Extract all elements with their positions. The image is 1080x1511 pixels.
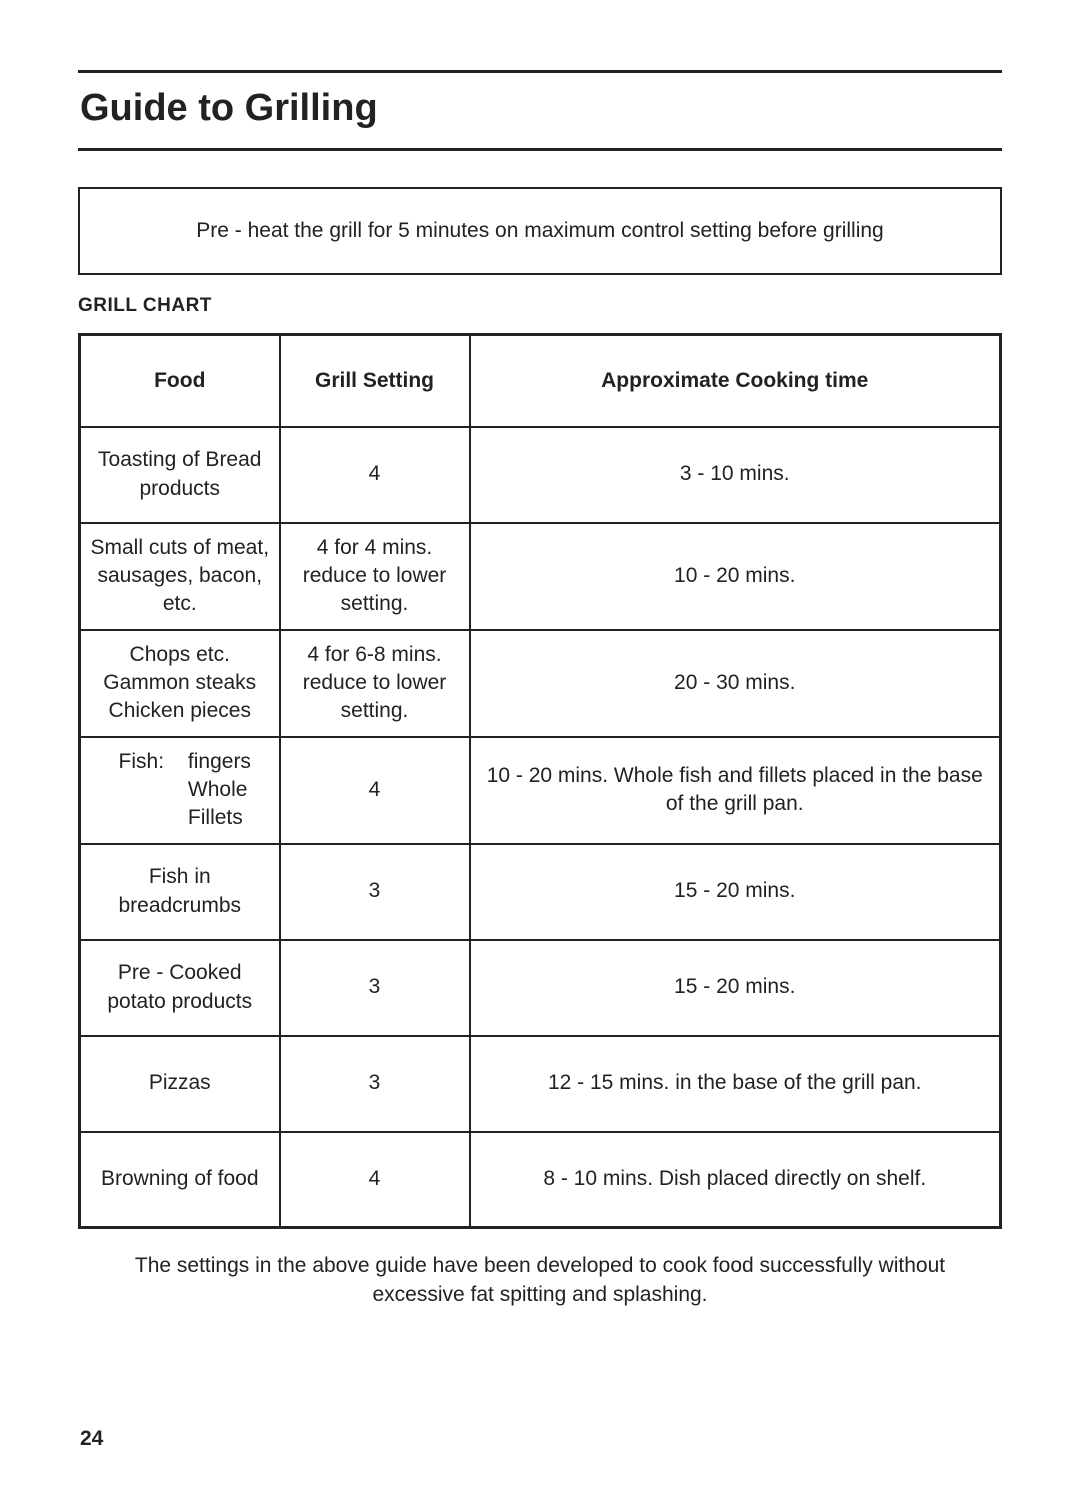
rule-bottom [78, 148, 1002, 151]
cell-food: Chops etc. Gammon steaks Chicken pieces [80, 630, 280, 737]
cell-time: 12 - 15 mins. in the base of the grill p… [470, 1036, 1001, 1132]
fish-label: Fish: [119, 748, 165, 776]
document-page: Guide to Grilling Pre - heat the grill f… [0, 0, 1080, 1511]
cell-food: Browning of food [80, 1132, 280, 1228]
preheat-note: Pre - heat the grill for 5 minutes on ma… [78, 187, 1002, 275]
cell-setting: 4 [280, 1132, 470, 1228]
cell-food: Toasting of Bread products [80, 427, 280, 523]
cell-setting: 4 for 6-8 mins. reduce to lower setting. [280, 630, 470, 737]
footnote: The settings in the above guide have bee… [78, 1251, 1002, 1310]
col-setting: Grill Setting [280, 335, 470, 427]
cell-food: Pizzas [80, 1036, 280, 1132]
fish-items: fingers Whole Fillets [188, 748, 251, 833]
cell-time: 15 - 20 mins. [470, 940, 1001, 1036]
cell-time: 20 - 30 mins. [470, 630, 1001, 737]
cell-time: 10 - 20 mins. [470, 523, 1001, 630]
table-row: Fish: fingers Whole Fillets 4 10 - 20 mi… [80, 737, 1001, 844]
cell-time: 10 - 20 mins. Whole fish and fillets pla… [470, 737, 1001, 844]
page-number: 24 [80, 1427, 103, 1451]
table-row: Chops etc. Gammon steaks Chicken pieces … [80, 630, 1001, 737]
rule-top [78, 70, 1002, 73]
cell-setting: 3 [280, 1036, 470, 1132]
cell-food: Pre - Cooked potato products [80, 940, 280, 1036]
table-row: Small cuts of meat, sausages, bacon, etc… [80, 523, 1001, 630]
table-row: Pizzas 3 12 - 15 mins. in the base of th… [80, 1036, 1001, 1132]
table-header-row: Food Grill Setting Approximate Cooking t… [80, 335, 1001, 427]
cell-time: 3 - 10 mins. [470, 427, 1001, 523]
cell-time: 15 - 20 mins. [470, 844, 1001, 940]
table-row: Fish in breadcrumbs 3 15 - 20 mins. [80, 844, 1001, 940]
table-row: Browning of food 4 8 - 10 mins. Dish pla… [80, 1132, 1001, 1228]
cell-time: 8 - 10 mins. Dish placed directly on she… [470, 1132, 1001, 1228]
cell-setting: 4 [280, 737, 470, 844]
page-title: Guide to Grilling [78, 87, 1002, 130]
grill-chart-table: Food Grill Setting Approximate Cooking t… [78, 333, 1002, 1229]
cell-setting: 4 for 4 mins. reduce to lower setting. [280, 523, 470, 630]
cell-setting: 3 [280, 940, 470, 1036]
col-food: Food [80, 335, 280, 427]
cell-food-fish: Fish: fingers Whole Fillets [80, 737, 280, 844]
col-time: Approximate Cooking time [470, 335, 1001, 427]
chart-label: GRILL CHART [78, 295, 1002, 317]
cell-food: Fish in breadcrumbs [80, 844, 280, 940]
cell-food: Small cuts of meat, sausages, bacon, etc… [80, 523, 280, 630]
table-row: Pre - Cooked potato products 3 15 - 20 m… [80, 940, 1001, 1036]
cell-setting: 3 [280, 844, 470, 940]
table-row: Toasting of Bread products 4 3 - 10 mins… [80, 427, 1001, 523]
cell-setting: 4 [280, 427, 470, 523]
